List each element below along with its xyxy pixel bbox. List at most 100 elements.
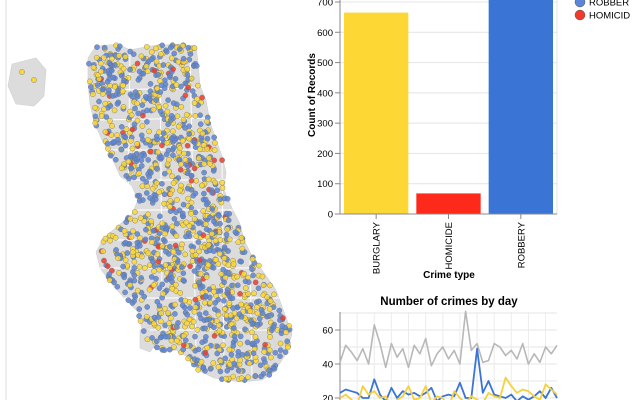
crime-dot-homicide [192, 296, 199, 303]
crime-dot-robbery [182, 337, 189, 344]
crime-dot-burglary [267, 298, 274, 304]
crime-dot-robbery [184, 170, 191, 176]
bar-y-tick-label: 200 [317, 149, 333, 160]
crime-dot-robbery [216, 213, 222, 219]
crime-dot-burglary [194, 82, 201, 89]
crime-dot-robbery [161, 347, 168, 354]
crime-dot-burglary [137, 318, 144, 324]
crime-dot-robbery [113, 247, 119, 253]
crime-dot-robbery [176, 156, 182, 163]
crime-dot-robbery [131, 265, 138, 271]
crime-dot-burglary [247, 308, 253, 314]
crime-dot-robbery [197, 121, 204, 127]
crime-dot-burglary [266, 347, 273, 354]
crime-dot-burglary [174, 337, 180, 344]
crime-dot-robbery [94, 44, 100, 50]
crime-dot-burglary [101, 106, 107, 112]
crime-dot-robbery [224, 287, 231, 293]
crime-dot-robbery [104, 79, 111, 85]
crime-dot-robbery [159, 281, 165, 288]
crime-dot-robbery [140, 197, 146, 203]
crime-dot-burglary [149, 239, 155, 245]
crime-dot-burglary [174, 113, 181, 120]
crime-dot-homicide [147, 148, 154, 155]
crime-dot-burglary [115, 255, 121, 262]
crime-dot-robbery [199, 339, 205, 346]
legend: ROBBER HOMICID [574, 0, 630, 22]
crime-dot-robbery [187, 51, 194, 57]
crime-dot-burglary [167, 264, 173, 271]
crime-dot-burglary [146, 128, 152, 135]
bar-x-axis: BURGLARY HOMICIDE ROBBERY [340, 213, 557, 274]
crime-dot-burglary [99, 113, 105, 119]
crime-dot-robbery [118, 146, 124, 153]
crime-dot-burglary [221, 255, 228, 262]
crime-dot-burglary [169, 223, 176, 230]
crime-dot-robbery [204, 135, 211, 142]
crime-dot-burglary [189, 323, 195, 330]
crime-dot-robbery [171, 50, 177, 57]
crime-dot-burglary [144, 336, 151, 343]
crime-dot-robbery [136, 313, 142, 319]
crime-dot-burglary [162, 305, 168, 312]
crime-dot-burglary [167, 203, 173, 210]
crime-dot-robbery [207, 322, 214, 328]
crime-dot-robbery [176, 46, 183, 52]
crime-dot-robbery [215, 296, 222, 303]
crime-dot-robbery [171, 216, 178, 222]
crime-dot-homicide [101, 257, 107, 264]
community-boundary [93, 117, 211, 121]
crime-dot-burglary [150, 282, 157, 288]
crime-dot-homicide [280, 315, 286, 321]
crime-dot-robbery [142, 236, 149, 243]
crime-dot-robbery [201, 169, 207, 176]
crime-dot-robbery [179, 302, 186, 309]
crime-dot-robbery [115, 88, 121, 94]
crime-dot-robbery [197, 112, 203, 118]
crime-dot-robbery [271, 365, 278, 372]
crime-dot-burglary [168, 55, 175, 62]
crime-dot-burglary [102, 100, 109, 107]
crime-dot-robbery [150, 227, 157, 234]
crime-dot-burglary [216, 250, 223, 257]
crime-dot-burglary [156, 266, 163, 273]
crime-dot-homicide [184, 142, 191, 149]
crime-dot-burglary [201, 142, 207, 148]
crime-dot-robbery [266, 367, 272, 374]
crime-dot-homicide [177, 166, 184, 173]
crime-dot-robbery [179, 210, 186, 217]
crime-dot-homicide [134, 60, 141, 67]
crime-dot-robbery [173, 323, 180, 330]
crime-dot-robbery [225, 270, 232, 276]
crime-dot-robbery [192, 333, 198, 340]
line-series-group [339, 310, 558, 400]
crime-dot-robbery [269, 327, 275, 334]
crime-dot-robbery [118, 72, 125, 79]
crime-dot-robbery [158, 154, 165, 161]
bar-y-tick-label: 700 [317, 0, 333, 9]
crime-dot-burglary [197, 146, 203, 152]
crime-dot-burglary [155, 324, 162, 331]
crime-dot-homicide [187, 263, 193, 270]
crime-dot-burglary [31, 77, 37, 83]
crime-dot-robbery [231, 360, 237, 367]
crime-dot-burglary [127, 282, 133, 288]
crime-dot-burglary [206, 155, 212, 161]
crime-dot-burglary [191, 308, 198, 315]
crime-dot-robbery [188, 243, 195, 249]
legend-label: HOMICID [589, 11, 630, 22]
crime-dot-burglary [118, 165, 125, 172]
crime-dot-burglary [130, 228, 136, 234]
crime-dot-robbery [229, 295, 236, 302]
bar-x-tick-label: ROBBERY [516, 221, 527, 268]
crime-dot-robbery [235, 367, 242, 374]
crime-dot-burglary [153, 58, 160, 65]
crime-dot-robbery [151, 314, 158, 321]
crime-dot-robbery [131, 272, 138, 279]
crime-dot-robbery [122, 289, 128, 296]
crime-dot-robbery [242, 326, 248, 333]
crime-dot-robbery [193, 63, 200, 69]
crime-dot-burglary [141, 265, 148, 271]
crime-dot-burglary [254, 310, 261, 317]
crime-dot-burglary [226, 236, 233, 243]
